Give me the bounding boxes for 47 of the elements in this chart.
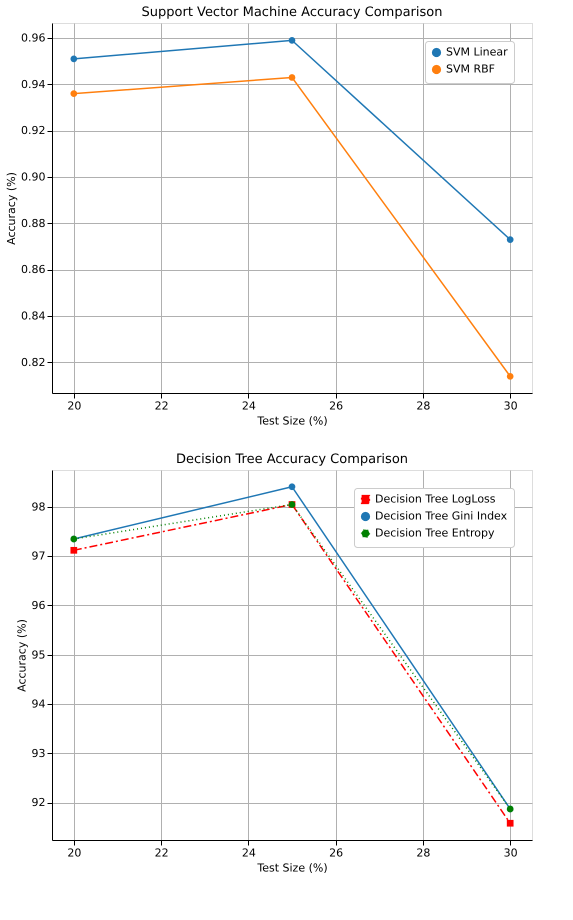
point <box>506 372 514 380</box>
y-tick-label: 94 <box>32 698 46 711</box>
x-tick-label: 28 <box>416 400 430 412</box>
x-axis-title: Test Size (%) <box>256 862 328 874</box>
point <box>506 820 514 827</box>
x-tick-label: 20 <box>67 846 82 860</box>
legend-label: Decision Tree Gini Index <box>375 510 508 522</box>
legend-label: SVM Linear <box>446 46 508 58</box>
y-tick-label: 92 <box>32 796 46 810</box>
y-tick-label: 0.90 <box>21 170 46 184</box>
y-axis-title: Accuracy (%) <box>16 619 29 692</box>
legend-label: Decision Tree LogLoss <box>375 492 496 506</box>
y-tick-label: 97 <box>32 550 46 563</box>
legend-label: Decision Tree Entropy <box>375 526 495 540</box>
point <box>506 236 514 243</box>
x-tick-label: 20 <box>67 400 82 412</box>
y-axis-title: Accuracy (%) <box>5 172 18 245</box>
x-tick-label: 22 <box>154 400 169 412</box>
x-tick-label: 26 <box>329 846 344 860</box>
y-tick-label: 0.88 <box>21 216 46 230</box>
point <box>70 56 78 62</box>
point <box>70 546 78 554</box>
x-tick-label: 24 <box>242 846 256 860</box>
x-tick-label: 26 <box>329 400 344 412</box>
point <box>288 483 296 490</box>
point <box>288 74 296 81</box>
x-tick-label: 24 <box>242 400 256 412</box>
y-tick-label: 0.92 <box>21 124 46 138</box>
x-tick-label: 30 <box>504 846 518 860</box>
y-tick-label: 95 <box>32 648 46 662</box>
y-tick-label: 0.94 <box>21 78 46 91</box>
point <box>288 37 296 44</box>
x-tick-label: 28 <box>416 846 430 860</box>
y-tick-label: 93 <box>32 746 46 760</box>
legend-label: SVM RBF <box>446 62 496 76</box>
chart-title: Support Vector Machine Accuracy Comparison <box>142 5 442 20</box>
y-tick-label: 0.84 <box>21 310 46 323</box>
y-tick-label: 0.86 <box>21 263 46 276</box>
point <box>70 90 78 98</box>
y-tick-label: 96 <box>32 598 46 612</box>
x-tick-label: 22 <box>154 846 169 860</box>
chart-title: Decision Tree Accuracy Comparison <box>176 452 408 467</box>
x-axis-title: Test Size (%) <box>256 414 328 428</box>
y-tick-label: 0.96 <box>21 32 46 45</box>
y-tick-label: 0.82 <box>21 356 46 369</box>
x-tick-label: 30 <box>504 400 518 412</box>
y-tick-label: 98 <box>32 500 46 514</box>
